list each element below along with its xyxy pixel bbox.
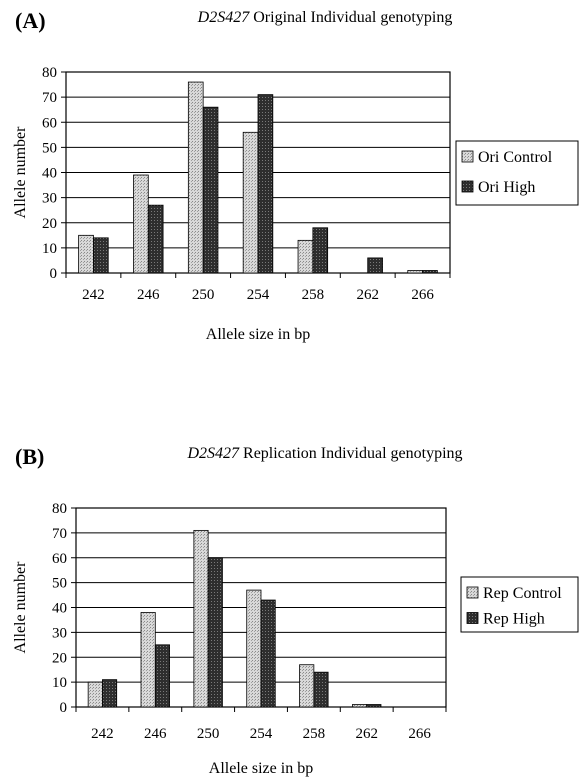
x-tick-label: 246 [137, 287, 160, 303]
x-tick-label: 262 [356, 287, 379, 303]
legend-label: Rep Control [483, 585, 562, 602]
y-tick-label: 20 [52, 650, 67, 666]
chart-title-text: Original Individual genotyping [249, 9, 452, 26]
panel-letter: (A) [15, 8, 46, 33]
x-tick-label: 250 [197, 726, 220, 742]
x-tick-label: 254 [247, 287, 270, 303]
legend-swatch [461, 150, 474, 163]
y-tick-label: 20 [42, 216, 57, 232]
x-tick-label: 242 [91, 726, 114, 742]
chart-title-text: Replication Individual genotyping [239, 445, 463, 462]
bar-rep-high [154, 644, 170, 708]
y-tick-label: 10 [42, 241, 57, 257]
y-tick-label: 60 [42, 115, 57, 131]
y-tick-label: 70 [42, 90, 57, 106]
y-tick-label: 40 [42, 166, 57, 182]
x-tick-label: 262 [355, 726, 378, 742]
bar-ori-high [312, 227, 329, 274]
legend-swatch [466, 586, 479, 599]
x-tick-label: 250 [192, 287, 215, 303]
y-tick-label: 70 [52, 526, 67, 542]
y-tick-label: 30 [42, 191, 57, 207]
y-tick-label: 60 [52, 551, 67, 567]
bar-rep-high [260, 599, 276, 708]
panel-letter: (B) [15, 444, 44, 469]
y-tick-label: 80 [52, 501, 67, 517]
bar-ori-high [147, 204, 164, 274]
bar-ori-control [407, 270, 423, 274]
legend: Rep Control Rep High [460, 576, 579, 633]
legend-label: Ori High [478, 179, 535, 196]
bar-rep-high [102, 679, 118, 708]
bar-ori-control [133, 174, 149, 274]
x-tick-label: 242 [82, 287, 105, 303]
y-tick-label: 10 [52, 675, 67, 691]
bar-ori-high [422, 270, 438, 274]
bar-rep-control [193, 529, 209, 708]
y-tick-label: 0 [60, 700, 68, 716]
bar-ori-control [297, 239, 314, 274]
legend-swatch [466, 612, 479, 624]
bar-rep-high [313, 671, 329, 708]
charts: (A) D2S427 Original Individual genotyping… [12, 8, 579, 777]
bar-ori-high [202, 106, 219, 274]
x-axis-label: Allele size in bp [206, 326, 310, 343]
y-tick-label: 50 [52, 576, 67, 592]
bar-rep-control [352, 704, 368, 708]
chart-panel-a: (A) D2S427 Original Individual genotyping… [12, 8, 579, 343]
x-tick-label: 266 [408, 726, 431, 742]
legend-box [455, 140, 579, 206]
bar-ori-high [93, 237, 109, 274]
y-tick-label: 0 [50, 266, 58, 282]
chart-panel-b: (B) D2S427 Replication Individual genotyp… [12, 444, 579, 777]
bar-rep-control [299, 664, 315, 708]
legend-box [460, 576, 579, 633]
bar-rep-control [140, 612, 156, 708]
bar-rep-control [246, 589, 262, 708]
x-tick-label: 266 [411, 287, 434, 303]
x-tick-label: 254 [250, 726, 273, 742]
x-tick-label: 246 [144, 726, 167, 742]
bar-rep-high [366, 704, 382, 708]
bar-rep-control [87, 681, 103, 708]
x-tick-label: 258 [303, 726, 326, 742]
bar-ori-control [187, 81, 204, 274]
bar-ori-control [242, 131, 259, 274]
bar-rep-high [207, 557, 223, 708]
legend-swatch [461, 180, 474, 193]
chart-title: D2S427 Original Individual genotyping [197, 9, 453, 26]
chart-title-gene: D2S427 [186, 445, 240, 462]
y-tick-label: 30 [52, 625, 67, 641]
bar-ori-high [367, 257, 383, 274]
y-axis-label: Allele number [12, 561, 29, 654]
legend: Ori Control Ori High [455, 140, 579, 206]
bar-ori-high [257, 94, 274, 274]
y-tick-label: 80 [42, 65, 57, 81]
y-tick-label: 50 [42, 140, 57, 156]
x-axis-label: Allele size in bp [209, 760, 313, 777]
x-tick-label: 258 [302, 287, 325, 303]
y-tick-label: 40 [52, 601, 67, 617]
legend-label: Ori Control [478, 149, 553, 166]
chart-title: D2S427 Replication Individual genotyping [186, 445, 462, 462]
y-axis-label: Allele number [12, 126, 29, 219]
bar-ori-control [78, 234, 94, 274]
chart-title-gene: D2S427 [197, 9, 251, 26]
legend-label: Rep High [483, 611, 545, 628]
